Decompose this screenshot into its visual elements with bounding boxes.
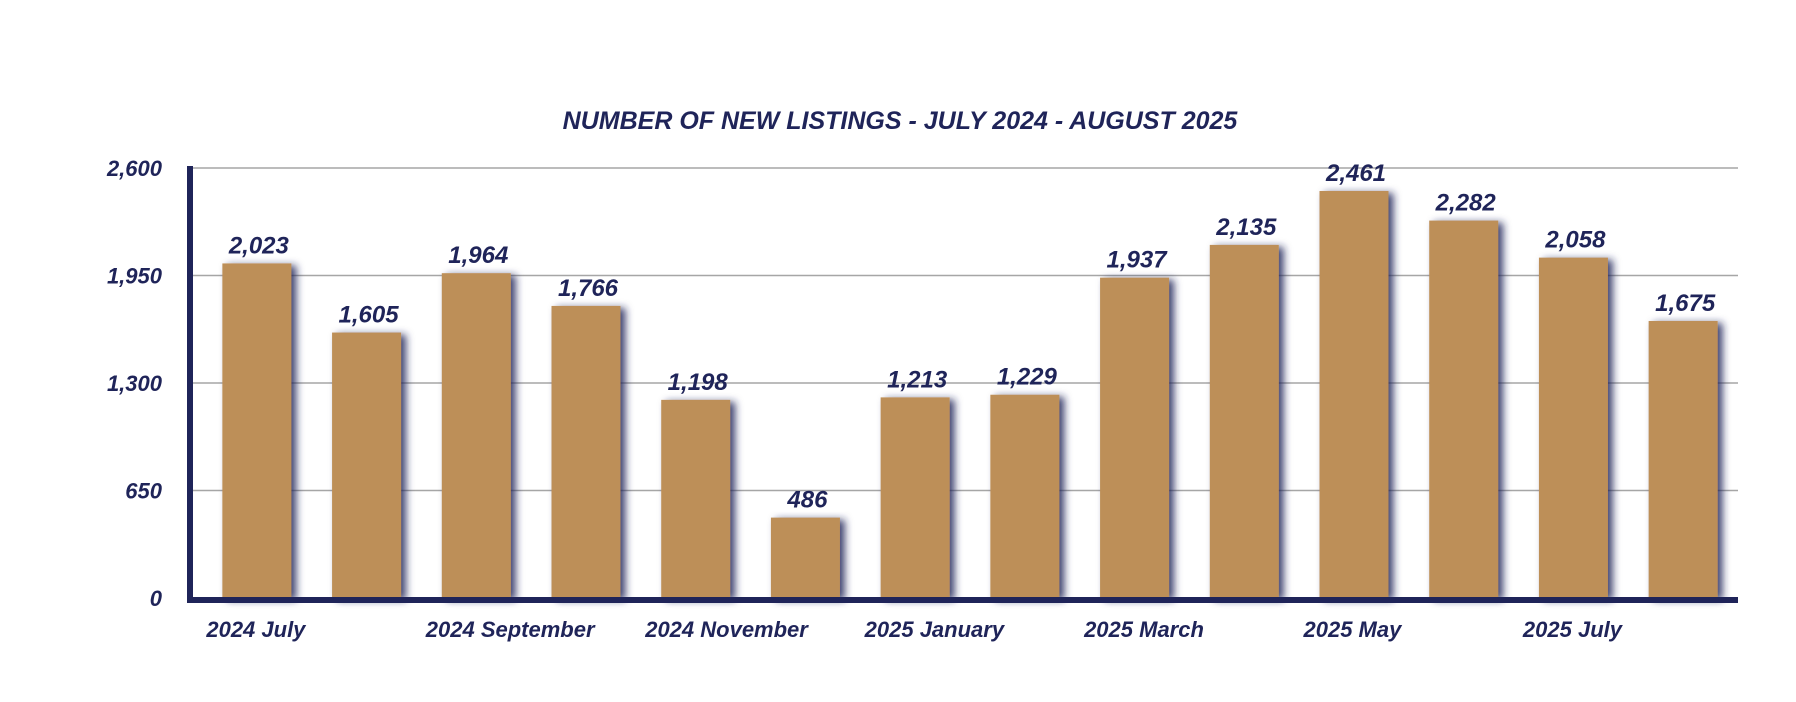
bar bbox=[332, 332, 402, 598]
y-tick-label: 1,300 bbox=[107, 371, 163, 396]
chart-title: NUMBER OF NEW LISTINGS - JULY 2024 - AUG… bbox=[563, 107, 1239, 135]
x-axis-labels: 2024 July 2024 September 2024 November 2025… bbox=[205, 617, 1623, 642]
bar bbox=[1209, 244, 1279, 598]
bar bbox=[880, 397, 950, 598]
gridlines bbox=[190, 167, 1738, 492]
value-label: 1,964 bbox=[448, 242, 508, 269]
y-tick-label: 1,950 bbox=[107, 264, 163, 289]
value-labels: 2,023 1,605 1,964 1,766 1,198 486 1,213 1,229 1,… bbox=[228, 160, 1716, 514]
bar bbox=[441, 273, 511, 598]
x-tick-label: 2025 January bbox=[864, 617, 1006, 642]
bar bbox=[1538, 257, 1608, 598]
value-label: 2,461 bbox=[1325, 160, 1386, 187]
bar bbox=[770, 517, 840, 598]
value-label: 486 bbox=[786, 487, 828, 514]
bar bbox=[661, 399, 731, 598]
bars bbox=[222, 190, 1718, 599]
y-tick-label: 0 bbox=[150, 586, 163, 611]
y-tick-label: 650 bbox=[125, 479, 162, 504]
value-label: 2,135 bbox=[1215, 214, 1277, 241]
value-label: 2,058 bbox=[1544, 227, 1606, 254]
value-label: 2,282 bbox=[1435, 190, 1497, 217]
bar bbox=[1429, 220, 1499, 599]
value-label: 1,675 bbox=[1655, 290, 1716, 317]
bar bbox=[551, 305, 621, 598]
x-tick-label: 2024 September bbox=[425, 617, 596, 642]
x-tick-label: 2025 July bbox=[1522, 617, 1624, 642]
value-label: 1,213 bbox=[887, 366, 948, 393]
bar bbox=[1100, 277, 1170, 598]
axes bbox=[187, 166, 1738, 603]
value-label: 1,605 bbox=[339, 302, 400, 329]
bar bbox=[222, 263, 292, 598]
value-label: 2,023 bbox=[228, 232, 290, 259]
y-tick-label: 2,600 bbox=[106, 156, 163, 181]
x-tick-label: 2025 March bbox=[1083, 617, 1204, 642]
x-tick-label: 2024 November bbox=[644, 617, 809, 642]
bar bbox=[1648, 320, 1718, 598]
bar bbox=[1319, 190, 1389, 598]
x-tick-label: 2025 May bbox=[1303, 617, 1404, 642]
value-label: 1,198 bbox=[668, 369, 729, 396]
value-label: 1,937 bbox=[1107, 247, 1169, 274]
x-tick-label: 2024 July bbox=[205, 617, 307, 642]
bar bbox=[990, 394, 1060, 598]
y-axis-ticks: 0 650 1,300 1,950 2,600 bbox=[106, 156, 163, 611]
value-label: 1,766 bbox=[558, 275, 619, 302]
value-label: 1,229 bbox=[997, 364, 1058, 391]
